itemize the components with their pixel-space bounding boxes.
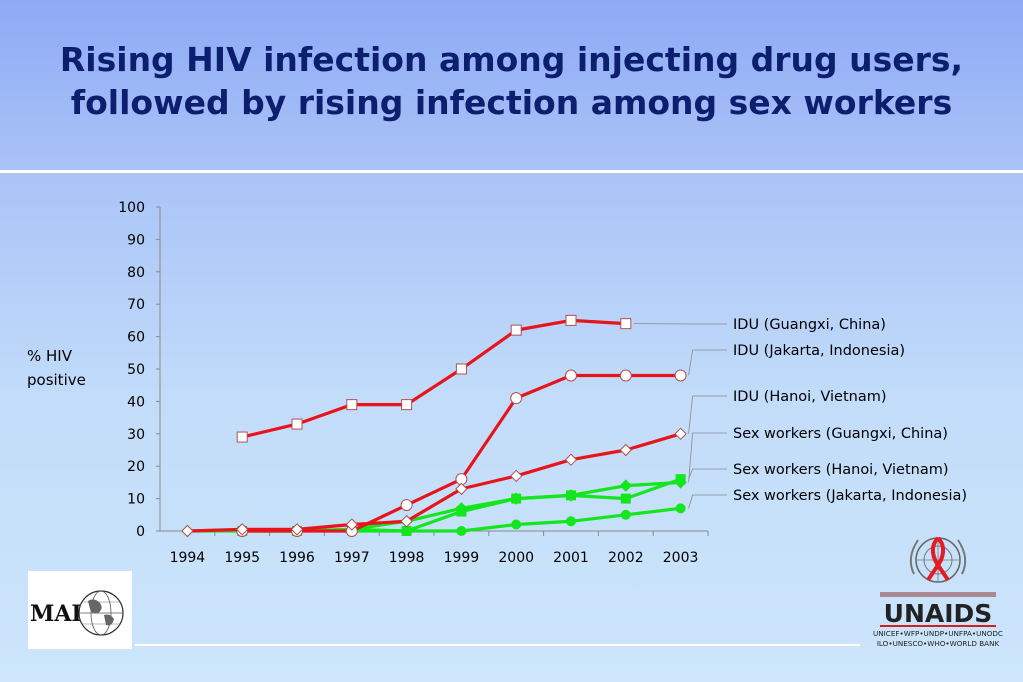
series-line <box>241 318 626 439</box>
x-tick-label: 1996 <box>279 550 315 566</box>
data-point <box>620 318 632 330</box>
y-tick-label: 30 <box>127 427 145 443</box>
data-point <box>510 392 523 405</box>
un-emblem-icon: UNAIDS UNICEF•WFP•UNDP•UNFPA•UNODC ILO•U… <box>873 536 1003 648</box>
data-point <box>291 418 303 430</box>
data-point <box>236 431 248 443</box>
title-divider <box>0 170 1023 173</box>
data-point <box>511 493 522 504</box>
footer-divider <box>135 644 860 646</box>
y-axis-label: % HIV positive <box>27 344 86 392</box>
y-axis-label-line-1: % HIV <box>27 347 72 365</box>
map-logo: MAP <box>28 571 132 649</box>
legend-label: IDU (Guangxi, China) <box>733 317 886 333</box>
series-line <box>187 432 682 533</box>
slide-title-line-1: Rising HIV infection among injecting dru… <box>59 40 964 79</box>
x-tick-label: 1997 <box>334 550 370 566</box>
chart-axes: 0 10 20 30 40 50 60 70 80 90 100 1994 1995 1996 1997 19… <box>118 200 709 566</box>
data-point <box>510 324 522 336</box>
unaids-wordmark: UNAIDS <box>884 599 993 628</box>
map-globe-icon: MAP <box>30 590 124 636</box>
legend-label: Sex workers (Jakarta, Indonesia) <box>733 488 967 504</box>
data-point <box>565 369 577 382</box>
data-point <box>620 493 631 504</box>
y-tick-label: 10 <box>127 492 145 508</box>
x-tick-label: 1994 <box>170 550 206 566</box>
data-point <box>511 519 522 530</box>
data-point <box>400 499 413 512</box>
slide-title-line-2: followed by rising infection among sex w… <box>70 83 953 122</box>
data-point <box>181 524 194 538</box>
x-tick-label: 1998 <box>389 550 425 566</box>
data-point <box>455 363 467 375</box>
unaids-logo: UNAIDS UNICEF•WFP•UNDP•UNFPA•UNODC ILO•U… <box>872 530 1004 655</box>
data-point <box>675 474 686 485</box>
legend-leader-lines <box>633 323 727 509</box>
data-point <box>401 399 413 411</box>
data-point <box>509 469 523 483</box>
x-tick-label: 2000 <box>498 550 534 566</box>
data-point <box>675 503 686 514</box>
data-point <box>619 443 633 457</box>
data-point <box>401 526 412 536</box>
data-point <box>235 523 249 536</box>
data-point <box>400 515 413 528</box>
legend-label: IDU (Jakarta, Indonesia) <box>733 343 905 359</box>
legend-leader-line <box>688 494 727 509</box>
map-logo-text: MAP <box>30 601 88 627</box>
data-point <box>566 516 576 527</box>
data-point <box>456 526 467 536</box>
legend-leader-line <box>688 468 727 480</box>
slide-title: Rising HIV infection among injecting dru… <box>0 38 1023 124</box>
data-point <box>620 509 631 520</box>
y-axis-label-line-2: positive <box>27 371 86 389</box>
data-point <box>345 518 359 531</box>
y-tick-label: 90 <box>127 232 145 248</box>
x-tick-label: 1999 <box>444 550 480 566</box>
y-tick-label: 70 <box>127 297 145 313</box>
y-tick-label: 100 <box>118 200 145 216</box>
series-idu-hanoi-vietnam <box>181 427 687 538</box>
unaids-agencies-line-1: UNICEF•WFP•UNDP•UNFPA•UNODC <box>873 629 1003 638</box>
data-point <box>674 369 687 382</box>
chart-legend: IDU (Guangxi, China) IDU (Jakarta, Indone… <box>733 317 967 504</box>
y-tick-label: 20 <box>127 459 145 475</box>
legend-leader-line <box>688 395 727 434</box>
y-tick-label: 50 <box>127 362 145 378</box>
x-tick-label: 2003 <box>663 550 699 566</box>
data-point <box>565 314 577 326</box>
series-idu-guangxi-china <box>236 314 632 443</box>
chart-series <box>181 314 687 538</box>
data-point <box>674 427 687 441</box>
x-tick-label: 2002 <box>608 550 644 566</box>
data-point <box>456 506 467 517</box>
legend-leader-line <box>688 349 727 376</box>
y-tick-label: 60 <box>127 330 145 346</box>
legend-label: Sex workers (Hanoi, Vietnam) <box>733 462 949 478</box>
unaids-agencies-line-2: ILO•UNESCO•WHO•WORLD BANK <box>877 639 1000 648</box>
y-tick-label: 40 <box>127 394 145 410</box>
legend-leader-line <box>688 432 727 483</box>
legend-label: IDU (Hanoi, Vietnam) <box>733 389 887 405</box>
data-point <box>619 369 632 382</box>
data-point <box>346 399 358 411</box>
y-tick-label: 0 <box>136 524 145 540</box>
data-point <box>619 479 633 492</box>
data-point <box>455 482 468 496</box>
legend-label: Sex workers (Guangxi, China) <box>733 426 948 442</box>
y-tick-label: 80 <box>127 265 145 281</box>
x-tick-label: 2001 <box>553 550 589 566</box>
data-point <box>566 490 576 501</box>
x-tick-label: 1995 <box>224 550 260 566</box>
data-point <box>564 453 578 466</box>
data-point <box>290 523 304 536</box>
red-ribbon-icon <box>926 536 950 582</box>
